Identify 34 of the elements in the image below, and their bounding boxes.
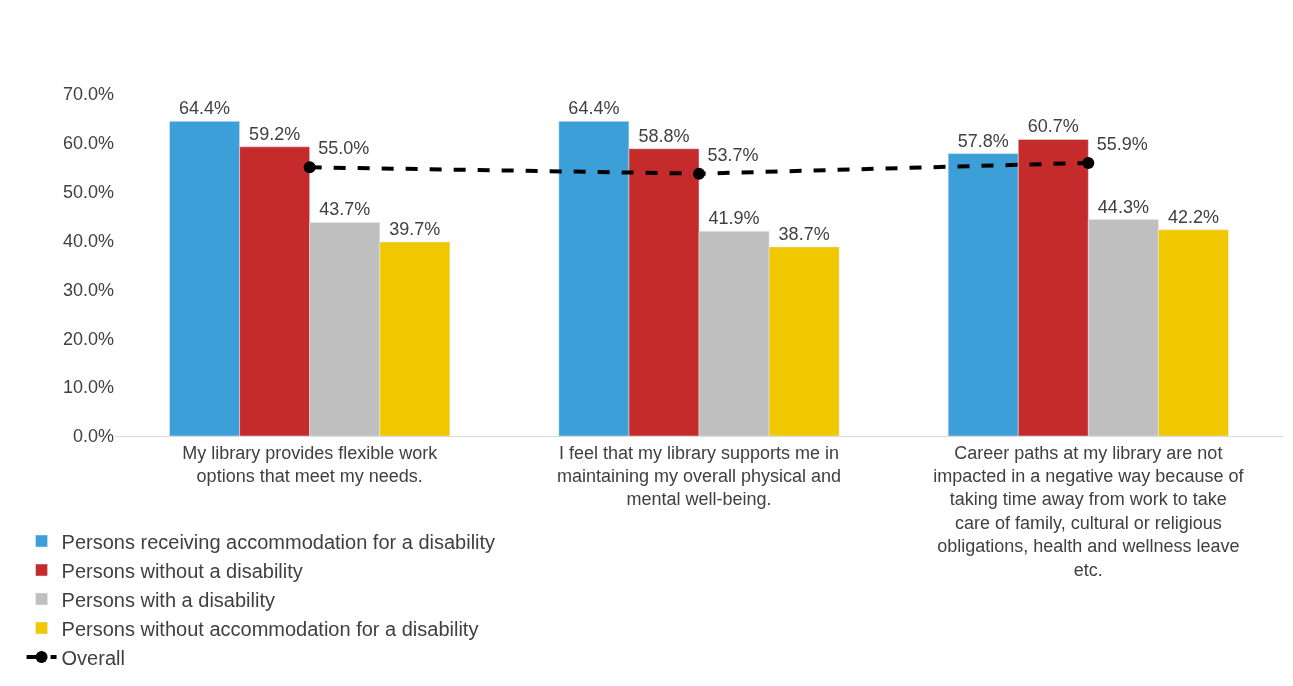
data-label: 58.8% <box>638 125 690 146</box>
x-tick-label: My library provides flexible work options that meet my needs. <box>182 442 439 486</box>
data-label: 41.9% <box>708 208 760 229</box>
y-tick-label: 10.0% <box>62 377 114 398</box>
legend-label: Persons with a disability <box>61 588 275 611</box>
legend-label: Persons without a disability <box>61 559 303 582</box>
y-tick-label: 70.0% <box>62 84 114 105</box>
x-tick-label: Career paths at my library are not impacted in a negative way because of taking time away from work to take care of family, cultural or religious obligations, health and wellness leave etc. <box>933 442 1245 580</box>
data-label: 38.7% <box>778 223 830 244</box>
y-tick-label: 60.0% <box>62 133 114 154</box>
y-tick-label: 30.0% <box>62 279 114 300</box>
y-tick-label: 50.0% <box>62 182 114 203</box>
data-label: 39.7% <box>389 219 441 240</box>
data-label: 42.2% <box>1167 206 1219 227</box>
data-label: 43.7% <box>319 199 371 220</box>
data-label: 44.3% <box>1097 196 1149 217</box>
y-tick-label: 40.0% <box>62 230 114 251</box>
data-label: 53.7% <box>707 144 759 165</box>
data-label: 59.2% <box>249 123 301 144</box>
x-tick-label: I feel that my library supports me in maintaining my overall physical and mental well-being. <box>556 442 842 510</box>
legend-label: Overall <box>61 646 125 669</box>
data-label: 64.4% <box>179 98 231 119</box>
data-label: 55.0% <box>318 138 370 159</box>
legend-label: Persons without accommodation for a disability <box>61 617 479 640</box>
y-tick-label: 20.0% <box>62 328 114 349</box>
y-tick-label: 0.0% <box>72 426 114 447</box>
data-label: 57.8% <box>957 130 1009 151</box>
data-label: 60.7% <box>1027 116 1079 137</box>
legend-label: Persons receiving accommodation for a disability <box>61 530 496 553</box>
data-label: 64.4% <box>568 98 620 119</box>
point <box>303 161 316 174</box>
point <box>693 167 705 180</box>
data-label: 55.9% <box>1096 133 1148 154</box>
point <box>1082 156 1095 169</box>
